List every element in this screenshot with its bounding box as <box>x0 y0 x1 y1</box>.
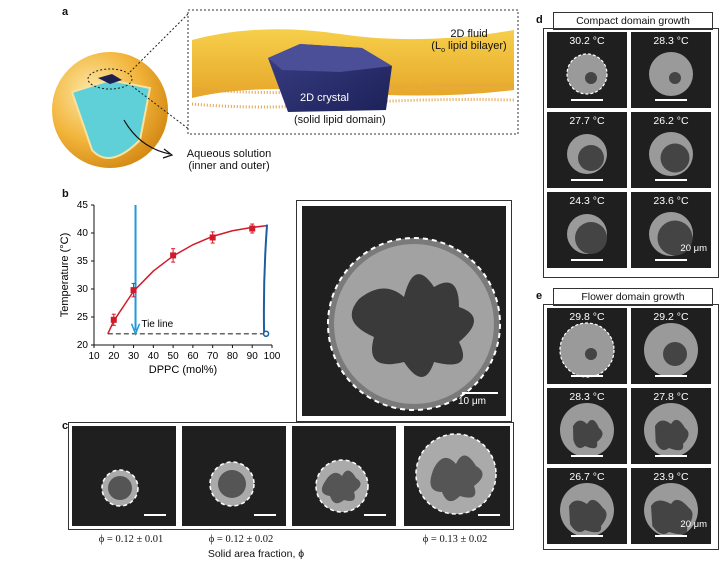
panel_e-micrograph: 23.9 °C 20 μm <box>631 468 711 544</box>
large-vesicle-image <box>327 237 501 411</box>
right-boundary <box>262 224 269 334</box>
temperature-label: 28.3 °C <box>653 35 689 47</box>
x-tick-label: 20 <box>108 351 120 362</box>
panel-c-frame <box>68 422 514 530</box>
solid-domain-label: (solid lipid domain) <box>294 114 386 126</box>
large-micrograph: 10 μm <box>302 206 506 416</box>
panel_e-micrograph: 27.8 °C <box>631 388 711 464</box>
fluid-label: 2D fluid (Lo lipid bilayer) <box>424 28 514 54</box>
y-axis-label: Temperature (°C) <box>59 233 71 317</box>
tie-end-marker <box>262 330 270 338</box>
phi-caption-2: ϕ = 0.12 ± 0.02 <box>208 534 274 545</box>
panel-label-a: a <box>62 6 69 18</box>
aqueous-cutout <box>70 78 152 159</box>
panel_e-micrograph: 28.3 °C <box>547 388 627 464</box>
data-point <box>170 252 177 259</box>
x-tick-label: 50 <box>168 351 180 362</box>
panel_e-micrograph: 26.7 °C <box>547 468 627 544</box>
fluid-label-line1: 2D fluid <box>450 28 488 40</box>
x-tick-label: 40 <box>148 351 160 362</box>
panel-e-frame <box>543 304 719 550</box>
x-tick-label: 100 <box>264 351 281 362</box>
x-tick-label: 60 <box>187 351 199 362</box>
compact-title: Compact domain growth <box>553 12 713 30</box>
y-tick-label: 35 <box>77 256 89 267</box>
phi-axis-caption: Solid area fraction, ϕ <box>207 548 305 560</box>
panel_e-micrograph: 29.2 °C <box>631 308 711 384</box>
panel-label-b: b <box>62 188 69 200</box>
micrograph-c3 <box>292 426 396 526</box>
x-tick-label: 10 <box>88 351 100 362</box>
temperature-label: 29.8 °C <box>569 311 605 323</box>
temperature-label: 23.6 °C <box>653 195 689 207</box>
temperature-label: 28.3 °C <box>569 391 605 403</box>
micrograph-c4 <box>404 426 510 526</box>
fit-curve <box>107 224 267 335</box>
panel_d-micrograph: 28.3 °C <box>631 32 711 108</box>
y-tick-label: 30 <box>77 284 89 295</box>
flower-title: Flower domain growth <box>553 288 713 306</box>
aqueous-label-line1: Aqueous solution <box>186 148 272 160</box>
large-scale-bar-label: 10 μm <box>458 396 486 407</box>
temperature-label: 26.7 °C <box>569 471 605 483</box>
arrow-head <box>130 323 141 336</box>
temperature-label: 27.8 °C <box>653 391 689 403</box>
fluid-label-sub: o <box>441 47 445 55</box>
phi-caption-1: ϕ = 0.12 ± 0.01 <box>98 534 164 545</box>
panel_d-micrograph: 23.6 °C 20 μm <box>631 192 711 268</box>
data-point <box>130 287 137 294</box>
panel-a-illustration <box>52 9 519 168</box>
data-point <box>209 234 216 241</box>
tie-line-label: Tie line <box>141 319 173 330</box>
temperature-label: 23.9 °C <box>653 471 689 483</box>
data-point <box>249 225 256 232</box>
panel_d-micrograph: 27.7 °C <box>547 112 627 188</box>
panel_d-micrograph: 26.2 °C <box>631 112 711 188</box>
aqueous-arrow <box>123 119 174 159</box>
zoom-ellipse <box>87 68 133 90</box>
micrograph-c2 <box>182 426 286 526</box>
y-tick-label: 40 <box>77 228 89 239</box>
y-tick-label: 25 <box>77 312 89 323</box>
scale-bar-label: 20 μm <box>680 519 707 530</box>
x-axis-label: DPPC (mol%) <box>149 364 217 376</box>
panel-d-frame <box>543 28 719 278</box>
panel-label-c: c <box>62 420 69 432</box>
x-tick-label: 90 <box>247 351 259 362</box>
temperature-label: 29.2 °C <box>653 311 689 323</box>
x-tick-label: 80 <box>227 351 239 362</box>
aqueous-label-line2: (inner and outer) <box>188 160 270 172</box>
panel-label-d: d <box>536 14 543 26</box>
phi-caption-3: ϕ = 0.13 ± 0.02 <box>422 534 488 545</box>
data-point <box>110 316 117 323</box>
y-tick-label: 20 <box>77 340 89 351</box>
temperature-label: 24.3 °C <box>569 195 605 207</box>
micrograph-c1 <box>72 426 176 526</box>
crystal-on-sphere <box>98 74 122 84</box>
y-tick-label: 45 <box>77 200 89 211</box>
panel_d-micrograph: 24.3 °C <box>547 192 627 268</box>
aqueous-label: Aqueous solution (inner and outer) <box>174 148 284 172</box>
fluid-label-paren: (L <box>431 40 442 52</box>
panel_e-micrograph: 29.8 °C <box>547 308 627 384</box>
temperature-label: 30.2 °C <box>569 35 605 47</box>
temperature-label: 27.7 °C <box>569 115 605 127</box>
fluid-label-rest: lipid bilayer) <box>444 40 507 52</box>
scale-bar-label: 20 μm <box>680 243 707 254</box>
crystal-label: 2D crystal <box>300 92 349 104</box>
panel-label-e: e <box>536 290 543 302</box>
temperature-label: 26.2 °C <box>653 115 689 127</box>
x-tick-label: 70 <box>207 351 219 362</box>
panel_d-micrograph: 30.2 °C <box>547 32 627 108</box>
x-tick-label: 30 <box>128 351 140 362</box>
